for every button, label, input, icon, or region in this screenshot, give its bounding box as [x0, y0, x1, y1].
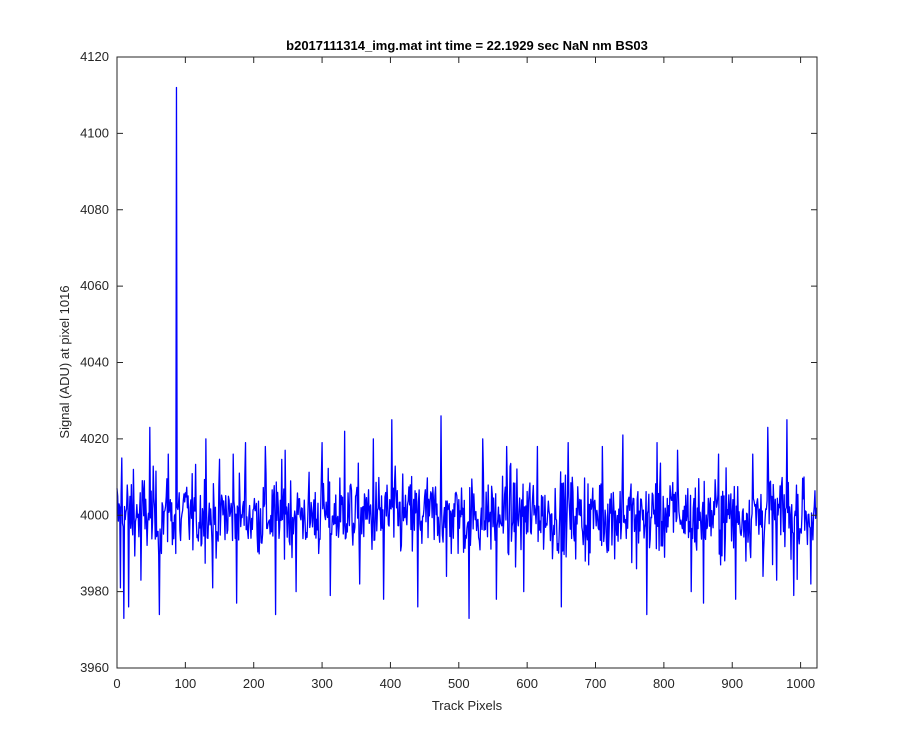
x-axis-label: Track Pixels	[432, 698, 503, 713]
x-tick-label: 300	[311, 676, 333, 691]
chart-title: b2017111314_img.mat int time = 22.1929 s…	[286, 38, 648, 53]
x-tick-label: 400	[380, 676, 402, 691]
x-tick-label: 0	[113, 676, 120, 691]
y-tick-label: 4040	[80, 355, 109, 370]
y-tick-label: 4080	[80, 202, 109, 217]
x-tick-label: 500	[448, 676, 470, 691]
x-tick-label: 800	[653, 676, 675, 691]
y-tick-label: 4060	[80, 278, 109, 293]
y-tick-label: 4100	[80, 125, 109, 140]
y-tick-label: 3980	[80, 584, 109, 599]
x-tick-label: 100	[175, 676, 197, 691]
y-tick-label: 3960	[80, 660, 109, 675]
y-axis-label: Signal (ADU) at pixel 1016	[57, 285, 72, 438]
plot-background	[117, 57, 817, 668]
y-tick-label: 4020	[80, 431, 109, 446]
x-tick-label: 600	[516, 676, 538, 691]
y-tick-label: 4120	[80, 49, 109, 64]
x-tick-label: 200	[243, 676, 265, 691]
x-tick-label: 1000	[786, 676, 815, 691]
y-axis-ticks: 3960 3980 4000 4020 4040 4060 4080 4100 4120	[80, 49, 817, 675]
x-axis-ticks: 0 100 200 300 400 500 600 700 800 900 1000	[113, 57, 815, 691]
series-line	[116, 86, 817, 620]
y-tick-label: 4000	[80, 507, 109, 522]
x-tick-label: 700	[585, 676, 607, 691]
series-layer	[116, 86, 817, 620]
x-tick-label: 900	[721, 676, 743, 691]
